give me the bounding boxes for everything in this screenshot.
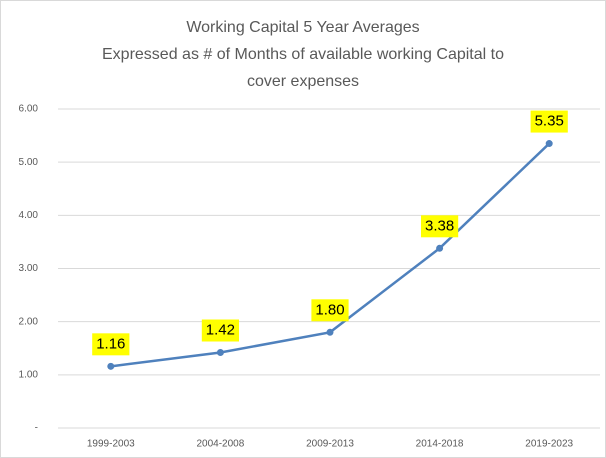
y-tick-label: - (35, 423, 38, 434)
value-label: 3.38 (425, 217, 454, 234)
y-tick-label: 5.00 (19, 157, 39, 168)
chart-title: Expressed as # of Months of available wo… (102, 46, 504, 63)
point (216, 349, 224, 357)
y-tick-label: 3.00 (19, 263, 39, 274)
chart-title: Working Capital 5 Year Averages (186, 19, 419, 36)
y-tick-label: 6.00 (19, 104, 39, 115)
value-label: 1.80 (315, 301, 344, 318)
point (436, 244, 444, 252)
y-tick-label: 2.00 (19, 316, 39, 327)
value-label: 1.16 (96, 335, 125, 352)
value-label-bg (530, 110, 568, 133)
value-label-bg (311, 299, 349, 322)
point (545, 140, 553, 148)
x-tick-label: 2009-2013 (306, 439, 354, 450)
chart-title: cover expenses (247, 73, 359, 90)
value-label-bg (420, 215, 459, 238)
x-tick-label: 2014-2018 (416, 439, 464, 450)
x-tick-label: 1999-2003 (87, 439, 135, 450)
point (107, 362, 115, 370)
point (326, 328, 334, 336)
value-label: 5.35 (535, 113, 564, 130)
x-tick-label: 2004-2008 (196, 439, 244, 450)
value-label: 1.42 (206, 321, 235, 338)
x-tick-label: 2019-2023 (525, 439, 573, 450)
value-label-bg (92, 333, 130, 356)
value-label-bg (201, 319, 240, 342)
y-tick-label: 1.00 (19, 369, 39, 380)
y-tick-label: 4.00 (19, 210, 39, 221)
